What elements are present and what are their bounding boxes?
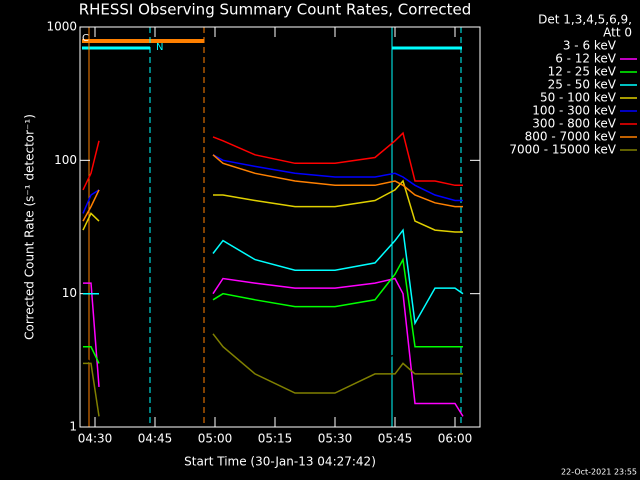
legend-label: 25 - 50 keV: [548, 78, 617, 92]
x-tick-label: 04:45: [138, 432, 173, 446]
plot-frame: [79, 26, 481, 428]
series-line: [82, 131, 463, 191]
series-line: [83, 333, 463, 417]
series-line: [82, 154, 463, 214]
y-tick-label: 10: [62, 286, 77, 300]
annotation: C: [82, 33, 89, 44]
y-tick-label: 1: [69, 420, 77, 434]
series-line: [82, 179, 463, 233]
legend-label: 50 - 100 keV: [540, 91, 617, 105]
legend-label: 100 - 300 keV: [532, 104, 616, 118]
legend-label: 3 - 6 keV: [563, 39, 617, 53]
annotation: N: [156, 42, 163, 53]
y-tick-label: 1000: [46, 20, 77, 34]
x-tick-label: 05:15: [258, 432, 293, 446]
y-tick-label: 100: [54, 153, 77, 167]
x-tick-label: 05:00: [198, 432, 233, 446]
legend-label: 6 - 12 keV: [555, 52, 617, 66]
overlay: [82, 27, 462, 427]
x-tick-label: 04:30: [78, 432, 113, 446]
y-axis-label: Corrected Count Rate (s⁻¹ detector⁻¹): [23, 114, 37, 340]
timestamp: 22-Oct-2021 23:55: [561, 468, 637, 477]
legend-label: 7000 - 15000 keV: [509, 143, 616, 157]
legend-label: 300 - 800 keV: [532, 117, 616, 131]
chart-title: RHESSI Observing Summary Count Rates, Co…: [79, 1, 472, 19]
x-tick-label: 06:00: [438, 432, 473, 446]
x-tick-label: 05:30: [318, 432, 353, 446]
series-line: [83, 228, 464, 326]
x-tick-label: 05:45: [378, 432, 413, 446]
x-axis-label: Start Time (30-Jan-13 04:27:42): [184, 455, 376, 469]
series-line: [83, 257, 463, 364]
series-line: [82, 154, 463, 222]
legend-label: 12 - 25 keV: [548, 65, 617, 79]
legend-label: 800 - 7000 keV: [525, 130, 617, 144]
legend-header: Att 0: [603, 26, 632, 40]
series-line: [83, 277, 464, 417]
series-line: [82, 353, 463, 404]
legend-header: Det 1,3,4,5,6,9,: [538, 13, 632, 27]
